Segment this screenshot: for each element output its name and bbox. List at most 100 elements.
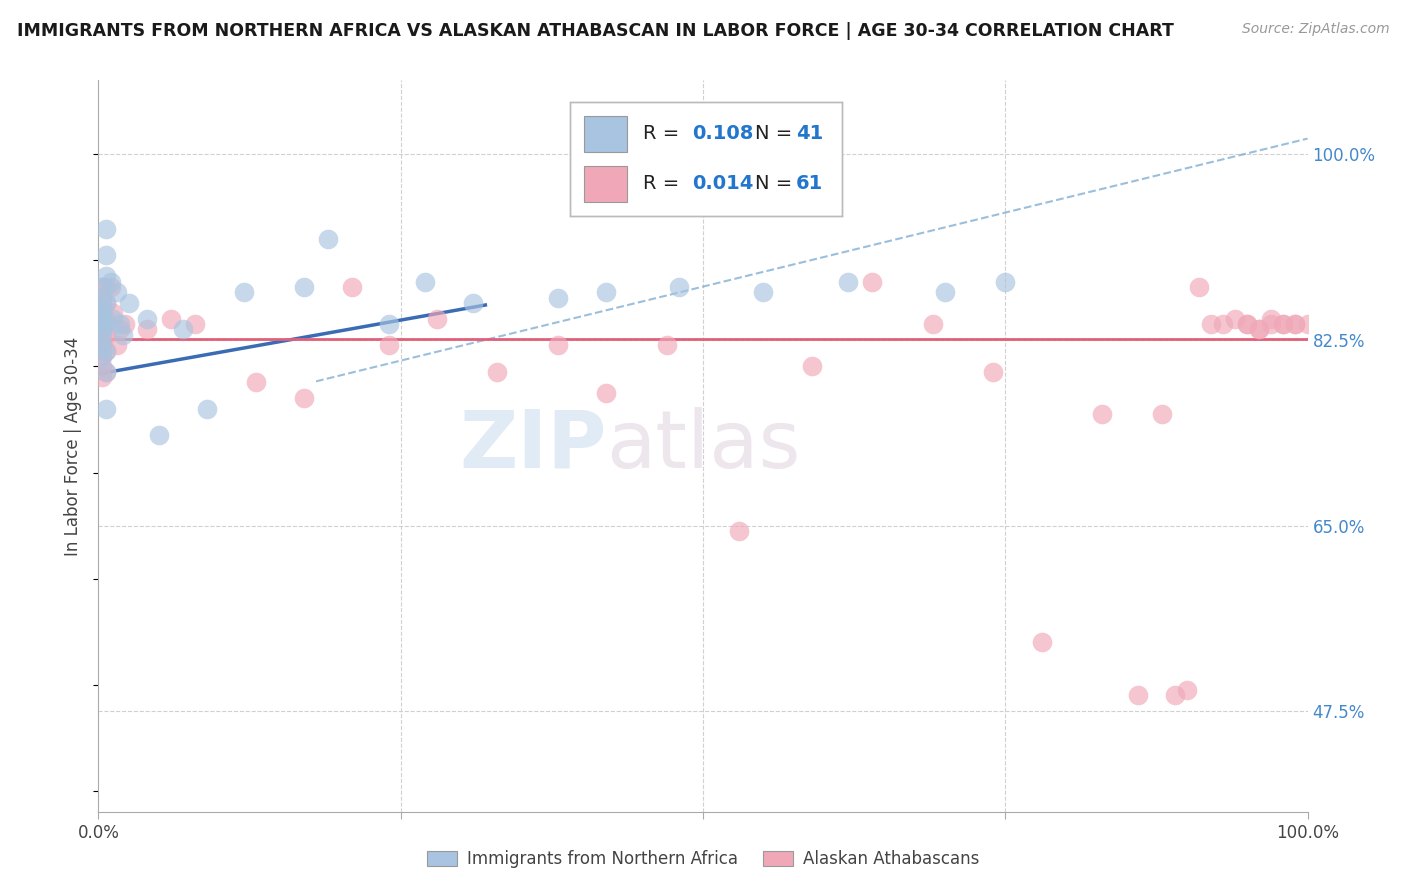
Point [547,291,569,305]
Point [486,365,509,379]
Point [292,392,315,406]
Point [91,359,114,374]
Point [1223,311,1246,326]
Point [108,317,131,331]
Point [1212,317,1234,331]
Point [94,317,117,331]
Point [1296,317,1319,331]
Point [342,280,364,294]
Point [921,317,943,331]
Point [426,311,449,326]
Y-axis label: In Labor Force | Age 30-34: In Labor Force | Age 30-34 [65,336,83,556]
Point [595,285,617,300]
Point [595,386,617,401]
Point [94,327,117,342]
Point [1260,317,1282,331]
Point [752,285,775,300]
Point [655,338,678,352]
Text: ZIP: ZIP [458,407,606,485]
Point [172,322,194,336]
Point [94,296,117,310]
Point [1031,635,1053,649]
Point [160,311,183,326]
Point [94,311,117,326]
Point [1163,688,1185,702]
Point [91,338,114,352]
Point [91,349,114,363]
Point [91,280,114,294]
Point [232,285,254,300]
Point [91,317,114,331]
Point [860,275,883,289]
Point [1249,322,1271,336]
Point [1260,311,1282,326]
Point [994,275,1017,289]
Point [94,343,117,358]
Point [94,296,117,310]
Point [1236,317,1258,331]
Point [934,285,956,300]
Point [91,280,114,294]
Point [94,248,117,262]
Point [1236,317,1258,331]
Point [1128,688,1150,702]
Point [728,524,751,538]
Point [1175,682,1198,697]
Point [94,365,117,379]
Point [91,291,114,305]
Point [1199,317,1222,331]
Point [91,322,114,336]
Point [135,311,157,326]
Point [195,401,218,416]
Point [91,296,114,310]
Point [135,322,157,336]
Point [118,296,141,310]
Point [108,322,131,336]
Point [105,285,128,300]
Point [114,317,136,331]
Point [184,317,207,331]
Point [91,301,114,316]
Point [981,365,1004,379]
Point [837,275,859,289]
Point [94,221,117,235]
Point [316,232,339,246]
Point [100,275,122,289]
Point [1284,317,1306,331]
Point [91,349,114,363]
Point [1188,280,1211,294]
Point [800,359,823,374]
Point [91,330,114,344]
Point [547,338,569,352]
Point [91,317,114,331]
Point [91,370,114,384]
Point [208,831,231,846]
Text: IMMIGRANTS FROM NORTHERN AFRICA VS ALASKAN ATHABASCAN IN LABOR FORCE | AGE 30-34: IMMIGRANTS FROM NORTHERN AFRICA VS ALASK… [17,22,1174,40]
Point [91,322,114,336]
Point [668,280,690,294]
Point [245,376,267,390]
Point [91,306,114,320]
Point [463,296,485,310]
Point [1091,407,1114,421]
Point [94,365,117,379]
Point [94,280,117,294]
Point [1272,317,1295,331]
Point [91,311,114,326]
Text: atlas: atlas [606,407,800,485]
Point [101,306,124,320]
Point [1152,407,1174,421]
Point [111,327,134,342]
Text: Source: ZipAtlas.com: Source: ZipAtlas.com [1241,22,1389,37]
Point [1284,317,1306,331]
Point [377,317,399,331]
Point [377,338,399,352]
Point [148,428,170,442]
Point [91,311,114,326]
Point [91,306,114,320]
Legend: Immigrants from Northern Africa, Alaskan Athabascans: Immigrants from Northern Africa, Alaskan… [420,844,986,875]
Point [94,343,117,358]
Point [413,275,436,289]
Point [91,327,114,342]
Point [94,269,117,284]
